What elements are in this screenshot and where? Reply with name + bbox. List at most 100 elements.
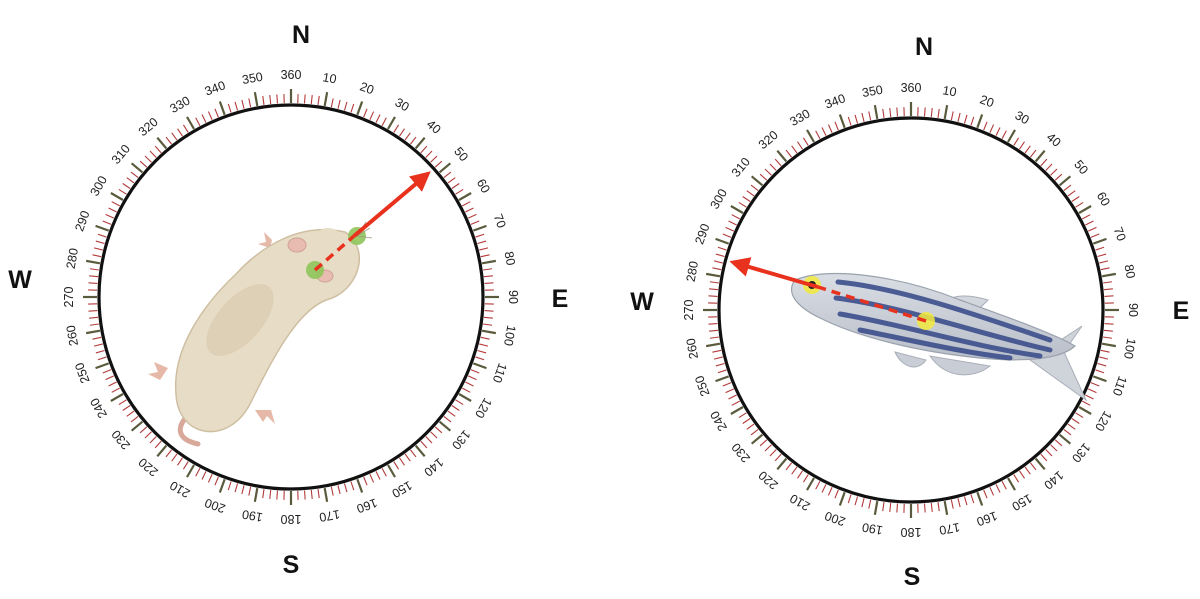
- minor-tick: [111, 387, 120, 393]
- degree-label: 180: [901, 525, 922, 539]
- minor-tick: [425, 436, 433, 444]
- minor-tick: [834, 489, 839, 499]
- degree-label: 270: [62, 287, 76, 308]
- minor-tick: [1040, 453, 1048, 462]
- minor-tick: [868, 499, 872, 509]
- minor-tick: [154, 440, 162, 449]
- major-tick: [715, 375, 730, 383]
- minor-tick: [483, 316, 493, 319]
- degree-label: 90: [1126, 303, 1140, 317]
- degree-label: 200: [823, 508, 847, 528]
- mouse-icon: [148, 221, 373, 447]
- degree-label: 280: [684, 260, 701, 283]
- minor-tick: [139, 426, 148, 434]
- minor-tick: [1095, 246, 1105, 251]
- minor-tick: [171, 453, 178, 462]
- cardinal-north: N: [292, 21, 310, 49]
- minor-tick: [759, 173, 768, 181]
- minor-tick: [447, 410, 456, 417]
- minor-tick: [144, 431, 152, 439]
- degree-label: 70: [491, 212, 509, 230]
- minor-tick: [369, 474, 375, 483]
- minor-tick: [462, 387, 471, 393]
- major-tick: [1034, 149, 1046, 163]
- major-tick: [253, 487, 259, 503]
- minor-tick: [105, 375, 114, 381]
- minor-tick: [1099, 356, 1109, 360]
- minor-tick: [93, 247, 103, 251]
- minor-tick: [343, 101, 348, 111]
- degree-label: 260: [64, 324, 81, 347]
- minor-tick: [708, 295, 718, 298]
- minor-tick: [1075, 412, 1084, 419]
- minor-tick: [483, 275, 493, 278]
- minor-tick: [276, 490, 279, 500]
- major-tick: [323, 91, 329, 107]
- degree-label: 260: [684, 337, 701, 360]
- minor-tick: [750, 184, 759, 191]
- minor-tick: [731, 214, 740, 220]
- minor-tick: [1030, 462, 1037, 471]
- fish-body-axis: [817, 285, 927, 323]
- degree-label: 210: [167, 478, 192, 501]
- minor-tick: [791, 466, 798, 475]
- major-tick: [356, 101, 364, 116]
- minor-tick: [963, 496, 968, 506]
- minor-tick: [989, 487, 995, 496]
- degree-label: 100: [1121, 337, 1138, 360]
- minor-tick: [330, 486, 334, 496]
- major-tick: [1034, 457, 1046, 471]
- degree-label: 170: [318, 507, 341, 524]
- minor-tick: [847, 494, 852, 504]
- major-tick: [943, 500, 949, 516]
- major-tick: [976, 491, 984, 506]
- degree-label: 30: [392, 95, 411, 114]
- degree-label: 140: [1041, 468, 1066, 492]
- degree-label: 280: [64, 247, 81, 270]
- degree-label: 60: [474, 176, 493, 195]
- degree-label: 150: [1009, 491, 1034, 514]
- minor-tick: [126, 410, 135, 417]
- minor-tick: [1013, 137, 1020, 146]
- major-tick: [1007, 477, 1016, 491]
- minor-tick: [1071, 418, 1080, 424]
- major-tick: [750, 433, 764, 445]
- minor-tick: [88, 309, 98, 312]
- minor-tick: [728, 394, 737, 400]
- minor-tick: [728, 220, 737, 226]
- degree-label: 80: [502, 250, 518, 266]
- minor-tick: [715, 362, 725, 367]
- major-tick: [806, 129, 815, 143]
- minor-tick: [1050, 168, 1058, 176]
- degree-label: 310: [729, 155, 753, 180]
- minor-tick: [725, 388, 734, 394]
- minor-tick: [399, 128, 405, 137]
- major-tick: [1058, 175, 1072, 187]
- minor-tick: [317, 95, 320, 105]
- minor-tick: [889, 108, 892, 118]
- degree-label: 130: [449, 427, 473, 452]
- minor-tick: [1088, 226, 1097, 232]
- minor-tick: [480, 254, 490, 258]
- minor-tick: [1013, 474, 1020, 483]
- minor-tick: [802, 474, 809, 483]
- degree-label: 220: [756, 468, 781, 492]
- minor-tick: [214, 476, 219, 486]
- minor-tick: [1063, 429, 1072, 436]
- minor-tick: [1054, 439, 1063, 447]
- major-tick: [1092, 237, 1107, 245]
- fish-heading-arrow: [729, 257, 819, 289]
- degree-label: 160: [975, 508, 999, 528]
- major-tick: [873, 104, 879, 120]
- degree-label: 50: [1071, 157, 1091, 177]
- minor-tick: [343, 483, 348, 493]
- minor-tick: [1100, 267, 1110, 271]
- minor-tick: [1024, 145, 1031, 154]
- degree-label: 240: [707, 408, 730, 433]
- minor-tick: [950, 111, 954, 121]
- major-tick: [776, 457, 788, 471]
- minor-tick: [937, 108, 940, 118]
- minor-tick: [1024, 466, 1031, 475]
- minor-tick: [165, 449, 172, 458]
